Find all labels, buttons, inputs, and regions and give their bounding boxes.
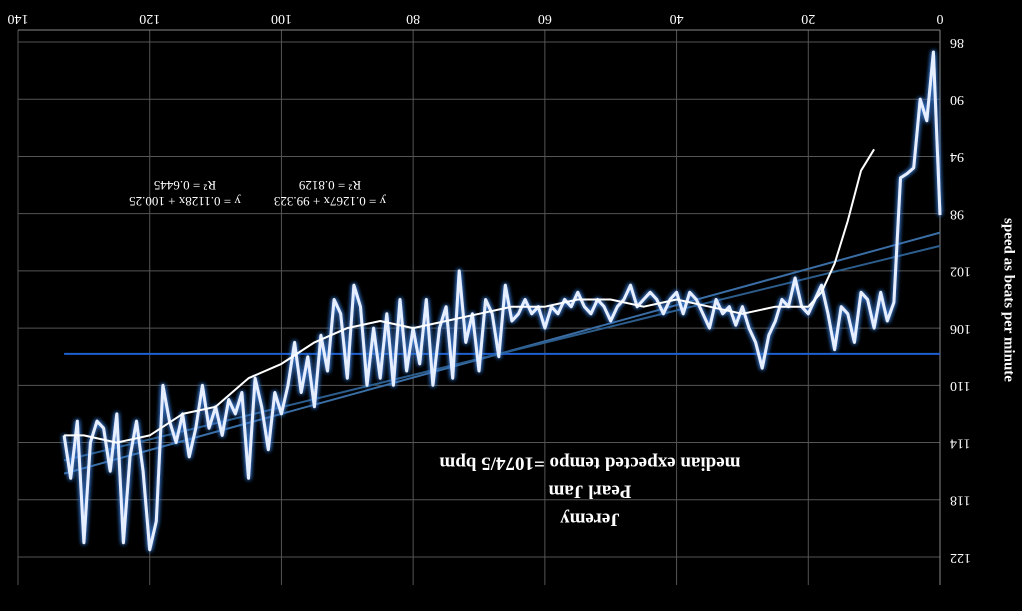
y-tick-label: 110 — [950, 378, 970, 393]
data-line — [64, 148, 875, 444]
x-tick-label: 120 — [139, 11, 160, 26]
y-tick-label: 94 — [950, 149, 964, 164]
annotation: y = 0.1267x + 99.323 — [274, 194, 386, 209]
chart-title: Jeremy — [560, 509, 620, 530]
x-tick-label: 60 — [538, 11, 552, 26]
y-tick-label: 114 — [950, 435, 970, 450]
x-tick-label: 0 — [937, 11, 944, 26]
y-tick-label: 106 — [950, 321, 971, 336]
chart-subtitle: Pearl Jam — [548, 481, 631, 502]
y-tick-label: 118 — [950, 493, 970, 508]
y-tick-label: 90 — [950, 92, 964, 107]
annotation: R² = 0.6445 — [154, 178, 216, 193]
y-tick-label: 102 — [950, 264, 971, 279]
y-tick-label: 98 — [950, 206, 964, 221]
x-tick-label: 20 — [801, 11, 815, 26]
chart-caption: median expected tempo =1074/5 bpm — [439, 453, 740, 474]
annotation: R² = 0.8129 — [299, 178, 361, 193]
x-tick-label: 80 — [406, 11, 420, 26]
y-tick-label: 122 — [950, 550, 971, 565]
x-tick-label: 40 — [670, 11, 684, 26]
y-tick-label: 86 — [950, 35, 964, 50]
x-tick-label: 100 — [271, 11, 292, 26]
annotation: y = 0.1128x + 100.25 — [129, 194, 241, 209]
data-line — [62, 50, 942, 552]
x-tick-label: 140 — [8, 11, 29, 26]
y-axis-title: speed as beats per minute — [1001, 218, 1017, 382]
